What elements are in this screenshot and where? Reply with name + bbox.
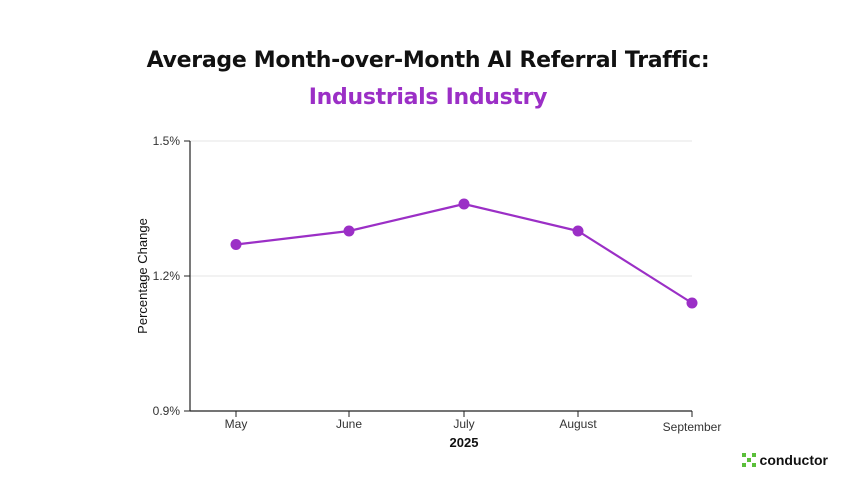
y-axis-title: Percentage Change [135,218,150,334]
series-line [235,202,693,304]
data-point [343,225,355,237]
x-tick-label: August [559,417,597,431]
x-tick-label: May [225,417,248,431]
data-point [572,225,584,237]
y-tick-label: 1.2% [153,269,181,283]
x-tick-label: September [663,420,722,434]
x-tick-label: June [336,417,362,431]
x-axis-title: 2025 [450,435,479,450]
y-tick-label: 0.9% [153,404,181,418]
data-point [458,198,470,210]
grid-layer [190,140,692,277]
chart-subtitle: Industrials Industry [308,85,548,110]
data-point [230,239,242,250]
data-point [686,297,698,309]
x-tick-label: July [453,417,474,431]
conductor-logo-icon [741,453,756,467]
y-tick-label: 1.5% [153,134,181,148]
conductor-logo-text: conductor [759,452,828,468]
series-layer [230,198,698,309]
axis-layer: 0.9% 1.2% 1.5% May June July August September [153,134,722,434]
conductor-logo: conductor [741,452,828,468]
chart-title: Average Month-over-Month AI Referral Tra… [146,48,710,73]
